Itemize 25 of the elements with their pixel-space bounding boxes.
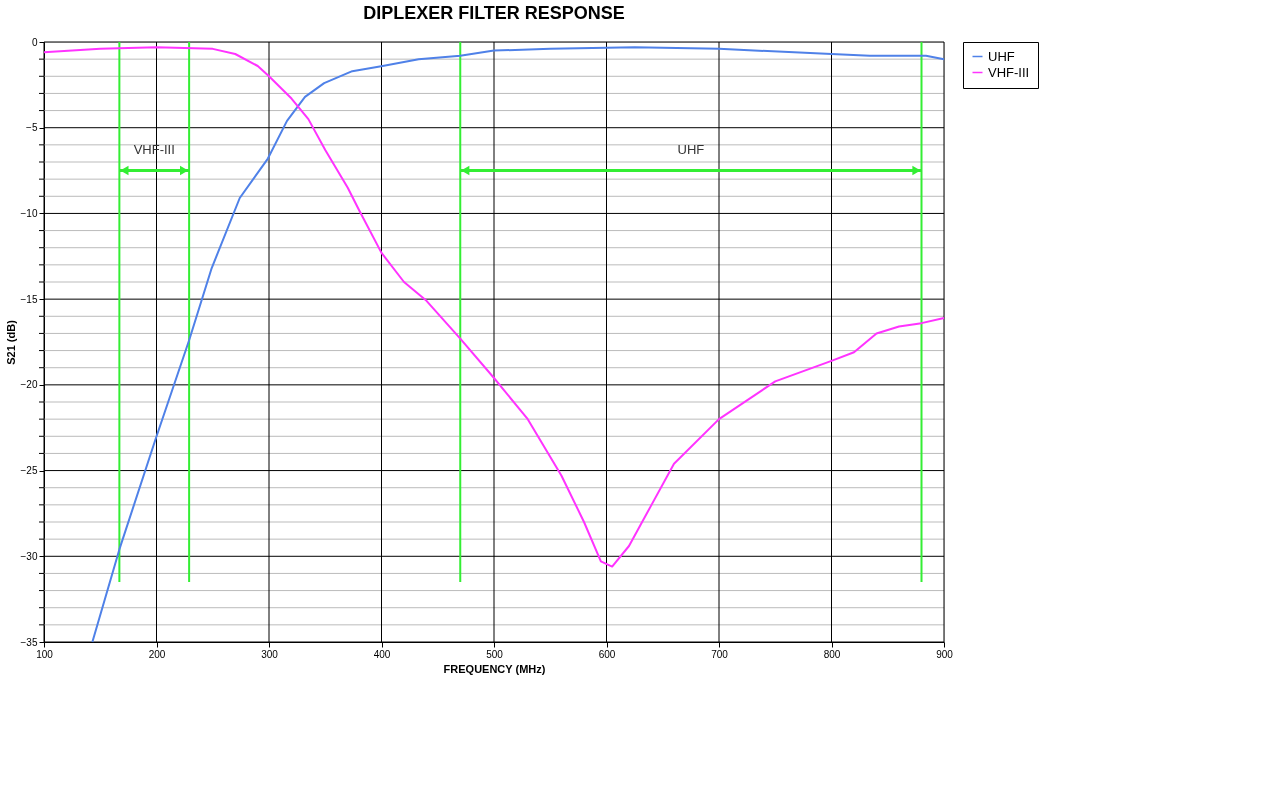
x-tick-label: 200 [148,648,166,660]
y-tick-label: −20 [20,379,38,391]
y-tick-label: −35 [20,636,38,648]
y-tick-label: −5 [26,122,38,134]
x-tick-label: 700 [711,648,729,660]
annotation: UHF [677,142,705,158]
x-tick-label: 900 [936,648,954,660]
legend-label: UHF [988,48,1015,64]
x-tick-label: 800 [823,648,841,660]
x-axis-title: FREQUENCY (MHz) [443,662,546,675]
legend-label: VHF-III [988,64,1030,80]
chart-title: DIPLEXER FILTER RESPONSE [363,3,625,23]
y-tick-label: −15 [20,293,38,305]
x-tick-label: 400 [373,648,391,660]
line-series [43,46,945,568]
y-tick-label: −30 [20,550,38,562]
y-tick-label: 0 [31,36,38,48]
x-tick-label: 600 [598,648,616,660]
y-tick-label: −25 [20,465,38,477]
x-tick-label: 500 [486,648,504,660]
y-tick-label: −10 [20,207,38,219]
line-series [91,46,945,643]
x-tick-label: 300 [261,648,279,660]
x-tick-label: 100 [36,648,54,660]
y-axis-title: S21 (dB) [4,319,17,365]
